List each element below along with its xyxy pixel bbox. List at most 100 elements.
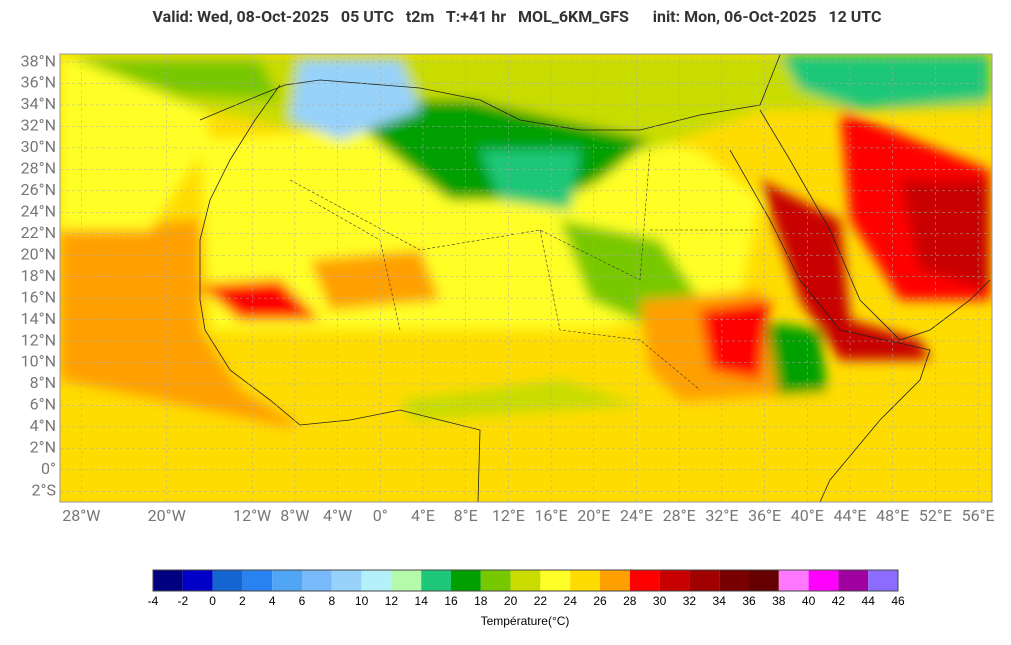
colorbar-cell [182, 570, 213, 591]
lon-label: 20°W [148, 506, 186, 525]
colorbar-label: 44 [862, 594, 876, 608]
colorbar-cell [629, 570, 660, 591]
lat-label: 16°N [21, 287, 56, 306]
colorbar-cell [838, 570, 869, 591]
lat-label: 10°N [21, 352, 56, 371]
colorbar-cell [808, 570, 839, 591]
colorbar-cell [391, 570, 422, 591]
lon-label: 56°E [962, 506, 995, 525]
lat-label: 14°N [21, 309, 56, 328]
colorbar-label: 8 [328, 594, 335, 608]
colorbar-label: 40 [802, 594, 816, 608]
lat-label: 12°N [21, 330, 56, 349]
lat-label: 26°N [21, 180, 56, 199]
colorbar-cell [749, 570, 779, 591]
colorbar-label: 24 [564, 594, 578, 608]
coastlines [199, 54, 991, 502]
graticule [60, 54, 992, 502]
lat-label: 6°N [30, 395, 56, 414]
colorbar-cell [331, 570, 362, 591]
colorbar-label: 38 [772, 594, 786, 608]
colorbar-cell [778, 570, 809, 591]
colorbar-label: 26 [593, 594, 607, 608]
colorbar-label: -2 [177, 594, 188, 608]
colorbar-cell [600, 570, 630, 591]
lat-label: 36°N [21, 73, 56, 92]
lon-label: 40°E [791, 506, 824, 525]
colorbar-cell [570, 570, 600, 591]
colorbar-cell [242, 570, 273, 591]
lon-label: 32°E [705, 506, 738, 525]
lat-label: 2°N [30, 438, 56, 457]
colorbar-label: 30 [653, 594, 667, 608]
colorbar-cell [689, 570, 720, 591]
lat-label: 22°N [21, 223, 56, 242]
colorbar-cell [510, 570, 541, 591]
colorbar-label: 32 [683, 594, 697, 608]
lat-label: 0° [41, 459, 56, 478]
colorbar-title: Température(°C) [481, 614, 570, 628]
colorbar-cell [540, 570, 571, 591]
colorbar-label: 22 [534, 594, 548, 608]
colorbar-label: 46 [891, 594, 905, 608]
lon-label: 44°E [833, 506, 866, 525]
lon-label: 24°E [620, 506, 653, 525]
lon-label: 20°E [577, 506, 610, 525]
colorbar-label: 10 [355, 594, 369, 608]
colorbar-label: 34 [713, 594, 727, 608]
lon-label: 16°E [535, 506, 568, 525]
lat-label: 2°S [32, 480, 56, 499]
lat-label: 30°N [21, 137, 56, 156]
colorbar-cell [451, 570, 481, 591]
colorbar-label: 4 [269, 594, 276, 608]
lat-label: 24°N [21, 201, 56, 220]
lat-label: 4°N [30, 416, 56, 435]
lat-label: 38°N [21, 51, 56, 70]
colorbar-label: -4 [148, 594, 159, 608]
colorbar-cell [421, 570, 451, 591]
lon-label: 8°W [280, 506, 309, 525]
lon-label: 12°W [233, 506, 271, 525]
lon-label: 4°W [323, 506, 352, 525]
colorbar-cell [719, 570, 749, 591]
colorbar-cell [153, 570, 183, 591]
colorbar-cell [480, 570, 511, 591]
colorbar-label: 42 [832, 594, 846, 608]
lon-label: 4°E [411, 506, 435, 525]
colorbar-cell [659, 570, 690, 591]
lon-label: 12°E [492, 506, 525, 525]
temperature-field [60, 54, 992, 502]
lon-label: 28°E [663, 506, 696, 525]
colorbar-label: 18 [474, 594, 488, 608]
colorbar-label: 16 [444, 594, 458, 608]
colorbar-label: 6 [299, 594, 306, 608]
colorbar-label: 14 [415, 594, 429, 608]
borders [289, 149, 760, 391]
lat-label: 32°N [21, 116, 56, 135]
lon-label: 36°E [748, 506, 781, 525]
colorbar-cell [272, 570, 302, 591]
lon-label: 48°E [876, 506, 909, 525]
colorbar-cell [361, 570, 392, 591]
lon-label: 52°E [919, 506, 952, 525]
colorbar-frame [152, 569, 899, 592]
lat-label: 20°N [21, 244, 56, 263]
colorbar-cell [212, 570, 243, 591]
lat-label: 8°N [30, 373, 56, 392]
lat-label: 34°N [21, 94, 56, 113]
colorbar-cell [302, 570, 332, 591]
lon-label: 0° [373, 506, 388, 525]
map-frame [59, 53, 993, 503]
lon-label: 8°E [454, 506, 478, 525]
colorbar-label: 20 [504, 594, 518, 608]
colorbar-cell [868, 570, 898, 591]
lat-label: 18°N [21, 266, 56, 285]
colorbar-label: 0 [209, 594, 216, 608]
colorbar-label: 2 [239, 594, 246, 608]
colorbar-label: 28 [623, 594, 637, 608]
colorbar-label: 12 [385, 594, 399, 608]
lon-label: 28°W [62, 506, 100, 525]
lat-label: 28°N [21, 159, 56, 178]
title: Valid: Wed, 08-Oct-2025 05 UTC t2m T:+41… [153, 7, 882, 26]
